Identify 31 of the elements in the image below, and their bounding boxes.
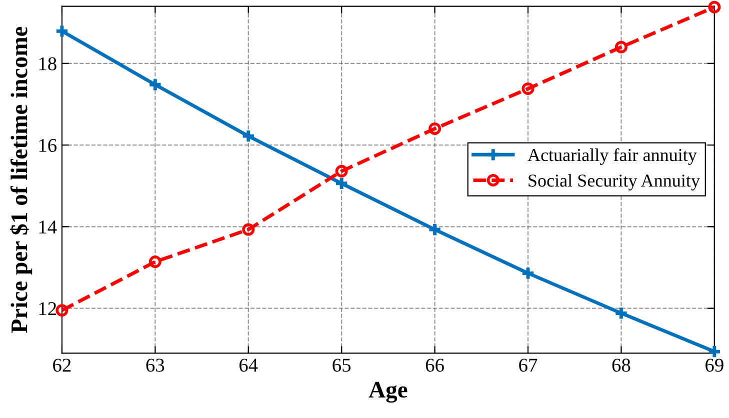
- legend-label: Social Security Annuity: [528, 174, 700, 190]
- point: [54, 24, 70, 38]
- x-tick-label: 68: [612, 358, 630, 372]
- x-tick-label: 63: [146, 358, 164, 372]
- y-tick-label: 12: [39, 302, 56, 316]
- point: [707, 344, 722, 359]
- point: [614, 40, 628, 54]
- point: [520, 266, 536, 280]
- x-axis-title: Age: [368, 382, 408, 403]
- point: [522, 82, 534, 95]
- point: [241, 128, 256, 144]
- x-tick-label: 67: [519, 358, 538, 372]
- x-tick-label: 65: [332, 358, 351, 372]
- x-tick-label: 64: [239, 358, 258, 372]
- legend-label: Actuarially fair annuity: [528, 148, 697, 165]
- point: [56, 304, 68, 317]
- y-tick-label: 16: [39, 138, 57, 152]
- x-tick-label: 62: [53, 358, 71, 372]
- x-tick-label: 69: [706, 358, 724, 372]
- y-axis-title: Price per $1 of lifetime income: [10, 26, 32, 333]
- point: [428, 122, 442, 135]
- point: [242, 223, 255, 236]
- y-tick-label: 14: [39, 220, 57, 234]
- point: [428, 222, 442, 237]
- point: [335, 164, 348, 178]
- point: [148, 256, 162, 268]
- y-tick-label: 18: [39, 57, 56, 70]
- x-tick-label: 66: [426, 358, 444, 372]
- point: [334, 176, 349, 191]
- point: [614, 306, 629, 320]
- point: [148, 77, 162, 92]
